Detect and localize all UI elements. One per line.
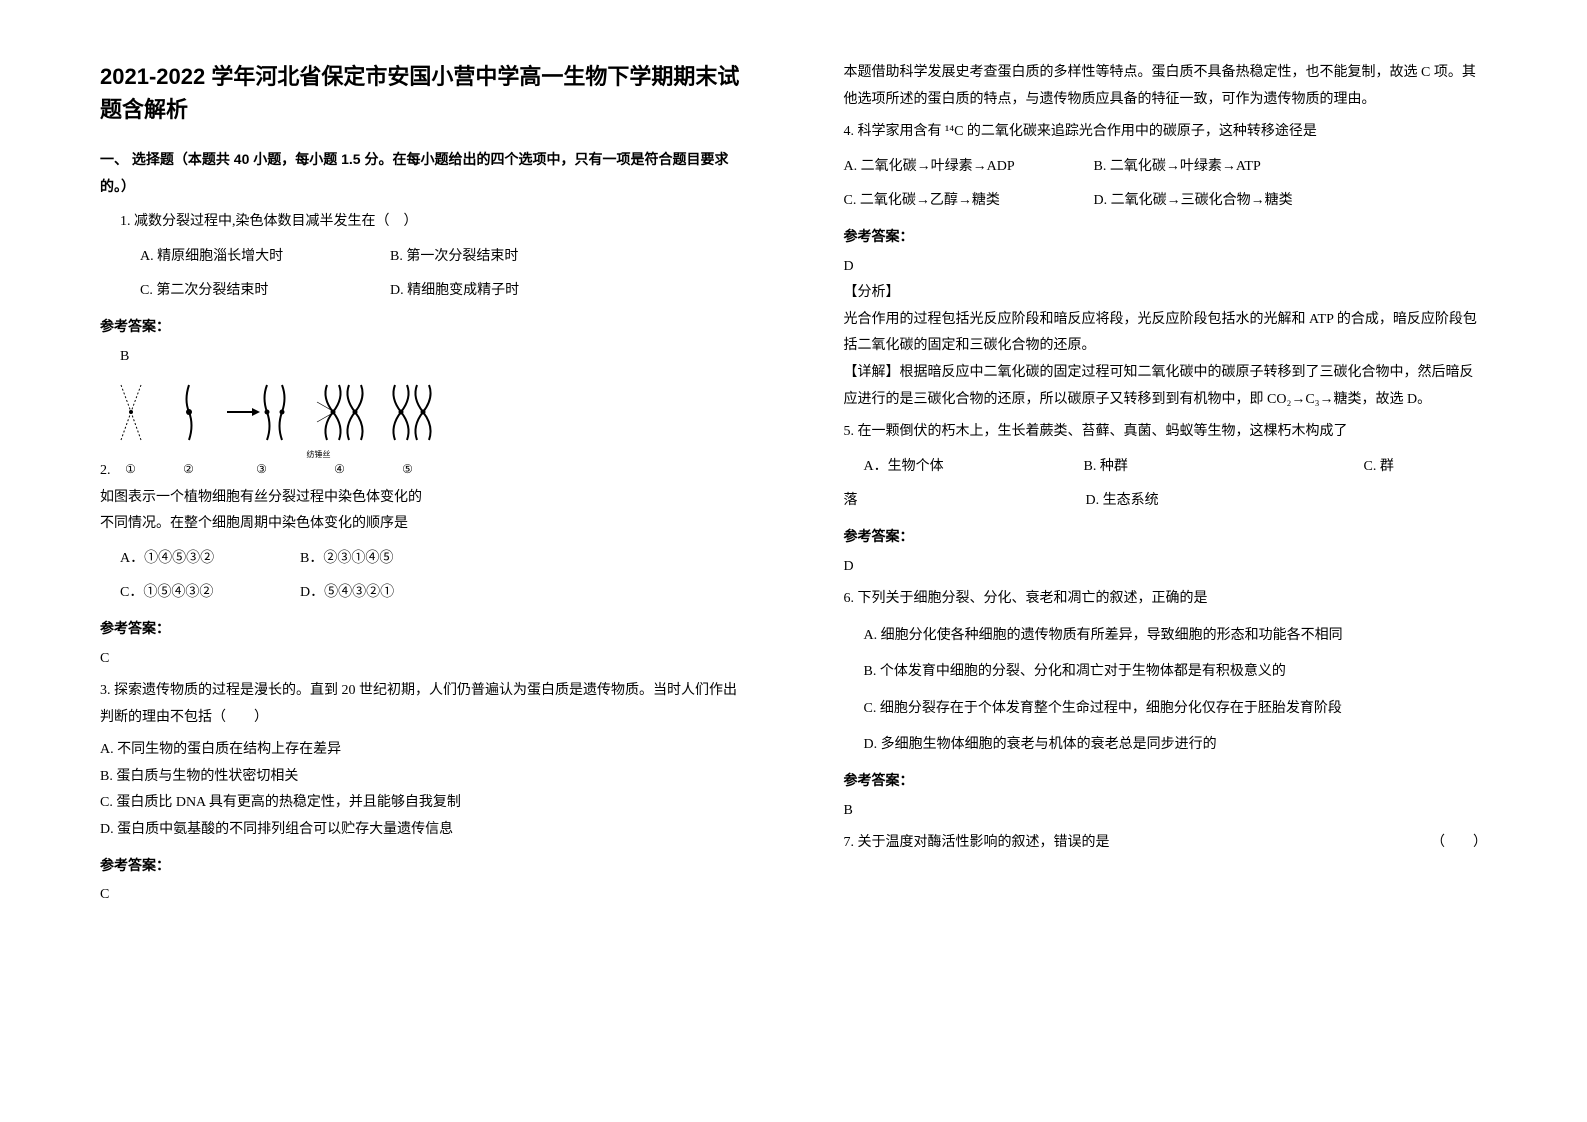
q2-diagram: ① ② ③ [111,380,433,480]
q4-opt-a: A. 二氧化碳→叶绿素→ADP [844,154,1094,181]
q2-answer: C [100,646,744,673]
q7-row: 7. 关于温度对酶活性影响的叙述，错误的是 （ ） [844,830,1488,857]
q3-opt-d: D. 蛋白质中氨基酸的不同排列组合可以贮存大量遗传信息 [100,817,744,844]
q5-answer: D [844,554,1488,581]
q1-text: 1. 减数分裂过程中,染色体数目减半发生在（ ） [100,209,744,236]
q6-answer: B [844,798,1488,825]
q4-opt-b: B. 二氧化碳→叶绿素→ATP [1094,154,1344,181]
q3-opt-a: A. 不同生物的蛋白质在结构上存在差异 [100,737,744,764]
chromo-5-icon [383,380,433,445]
q5-opt-a: A．生物个体 [864,454,1084,481]
q3-answer-label: 参考答案： [100,852,744,879]
col2-explain: 本题借助科学发展史考查蛋白质的多样性等特点。蛋白质不具备热稳定性，也不能复制，故… [844,60,1488,113]
chromo-3-icon [227,380,297,445]
q5-opt-c: C. 群 [1364,454,1394,481]
q1-opt-b: B. 第一次分裂结束时 [390,244,640,271]
q6-opt-d: D. 多细胞生物体细胞的衰老与机体的衰老总是同步进行的 [844,732,1488,759]
q1-opt-a: A. 精原细胞淄长增大时 [140,244,390,271]
q6-text: 6. 下列关于细胞分裂、分化、衰老和凋亡的叙述，正确的是 [844,586,1488,613]
q2-wrap: 2. ① ② [100,370,744,511]
q7-blank: （ ） [1431,830,1487,857]
q2-opt-c: C．①⑤④③② [120,580,300,607]
q5-answer-label: 参考答案： [844,523,1488,550]
q3-answer: C [100,882,744,909]
q5-opt-c-cont: 落 [844,488,1086,515]
q2-opt-b: B．②③①④⑤ [300,546,480,573]
chromo-1-icon [111,380,151,445]
q2-trail: 如图表示一个植物细胞有丝分裂过程中染色体变化的 [100,485,422,512]
q6-opt-b: B. 个体发育中细胞的分裂、分化和凋亡对于生物体都是有积极意义的 [844,659,1488,686]
chromo-4-icon [315,380,365,445]
section-heading: 一、 选择题（本题共 40 小题，每小题 1.5 分。在每小题给出的四个选项中，… [100,146,744,199]
q2-label-3: ③ [227,458,297,481]
q4-opt-c: C. 二氧化碳→乙醇→糖类 [844,188,1094,215]
chromo-2-icon [169,380,209,445]
q2-line2: 不同情况。在整个细胞周期中染色体变化的顺序是 [100,511,744,538]
q5-opt-b: B. 种群 [1084,454,1364,481]
q6-opt-c: C. 细胞分裂存在于个体发育整个生命过程中，细胞分化仅存在于胚胎发育阶段 [844,696,1488,723]
q4-opt-d: D. 二氧化碳→三碳化合物→糖类 [1094,188,1344,215]
q3-opt-b: B. 蛋白质与生物的性状密切相关 [100,764,744,791]
q4-analysis: 光合作用的过程包括光反应阶段和暗反应将段，光反应阶段包括水的光解和 ATP 的合… [844,307,1488,360]
q3-opt-c: C. 蛋白质比 DNA 具有更高的热稳定性，并且能够自我复制 [100,790,744,817]
q5-text: 5. 在一颗倒伏的朽木上，生长着蕨类、苔藓、真菌、蚂蚁等生物，这棵朽木构成了 [844,419,1488,446]
q2-opt-a: A．①④⑤③② [120,546,300,573]
q1-answer: B [100,344,744,371]
q6-answer-label: 参考答案： [844,767,1488,794]
q6-opt-a: A. 细胞分化使各种细胞的遗传物质有所差异，导致细胞的形态和功能各不相同 [844,623,1488,650]
q2-answer-label: 参考答案： [100,615,744,642]
q2-opt-d: D．⑤④③②① [300,580,480,607]
q2-label-2: ② [169,458,209,481]
q4-detail: 【详解】根据暗反应中二氧化碳的固定过程可知二氧化碳中的碳原子转移到了三碳化合物中… [844,360,1488,413]
q4-answer: D [844,254,1488,281]
q2-label-5: ⑤ [383,458,433,481]
q4-text: 4. 科学家用含有 ¹⁴C 的二氧化碳来追踪光合作用中的碳原子，这种转移途径是 [844,119,1488,146]
q5-opt-d: D. 生态系统 [1086,488,1159,515]
q4-analysis-label: 【分析】 [844,280,1488,307]
q3-text: 3. 探索遗传物质的过程是漫长的。直到 20 世纪初期，人们仍普遍认为蛋白质是遗… [100,678,744,731]
q2-num: 2. [100,458,111,485]
q1-answer-label: 参考答案： [100,313,744,340]
q2-label-1: ① [111,458,151,481]
q1-opt-c: C. 第二次分裂结束时 [140,278,390,305]
spindle-label: 纺锤丝 [307,447,331,462]
page-title: 2021-2022 学年河北省保定市安国小营中学高一生物下学期期末试题含解析 [100,60,744,126]
q7-text: 7. 关于温度对酶活性影响的叙述，错误的是 [844,830,1110,857]
q1-opt-d: D. 精细胞变成精子时 [390,278,640,305]
q4-answer-label: 参考答案： [844,223,1488,250]
